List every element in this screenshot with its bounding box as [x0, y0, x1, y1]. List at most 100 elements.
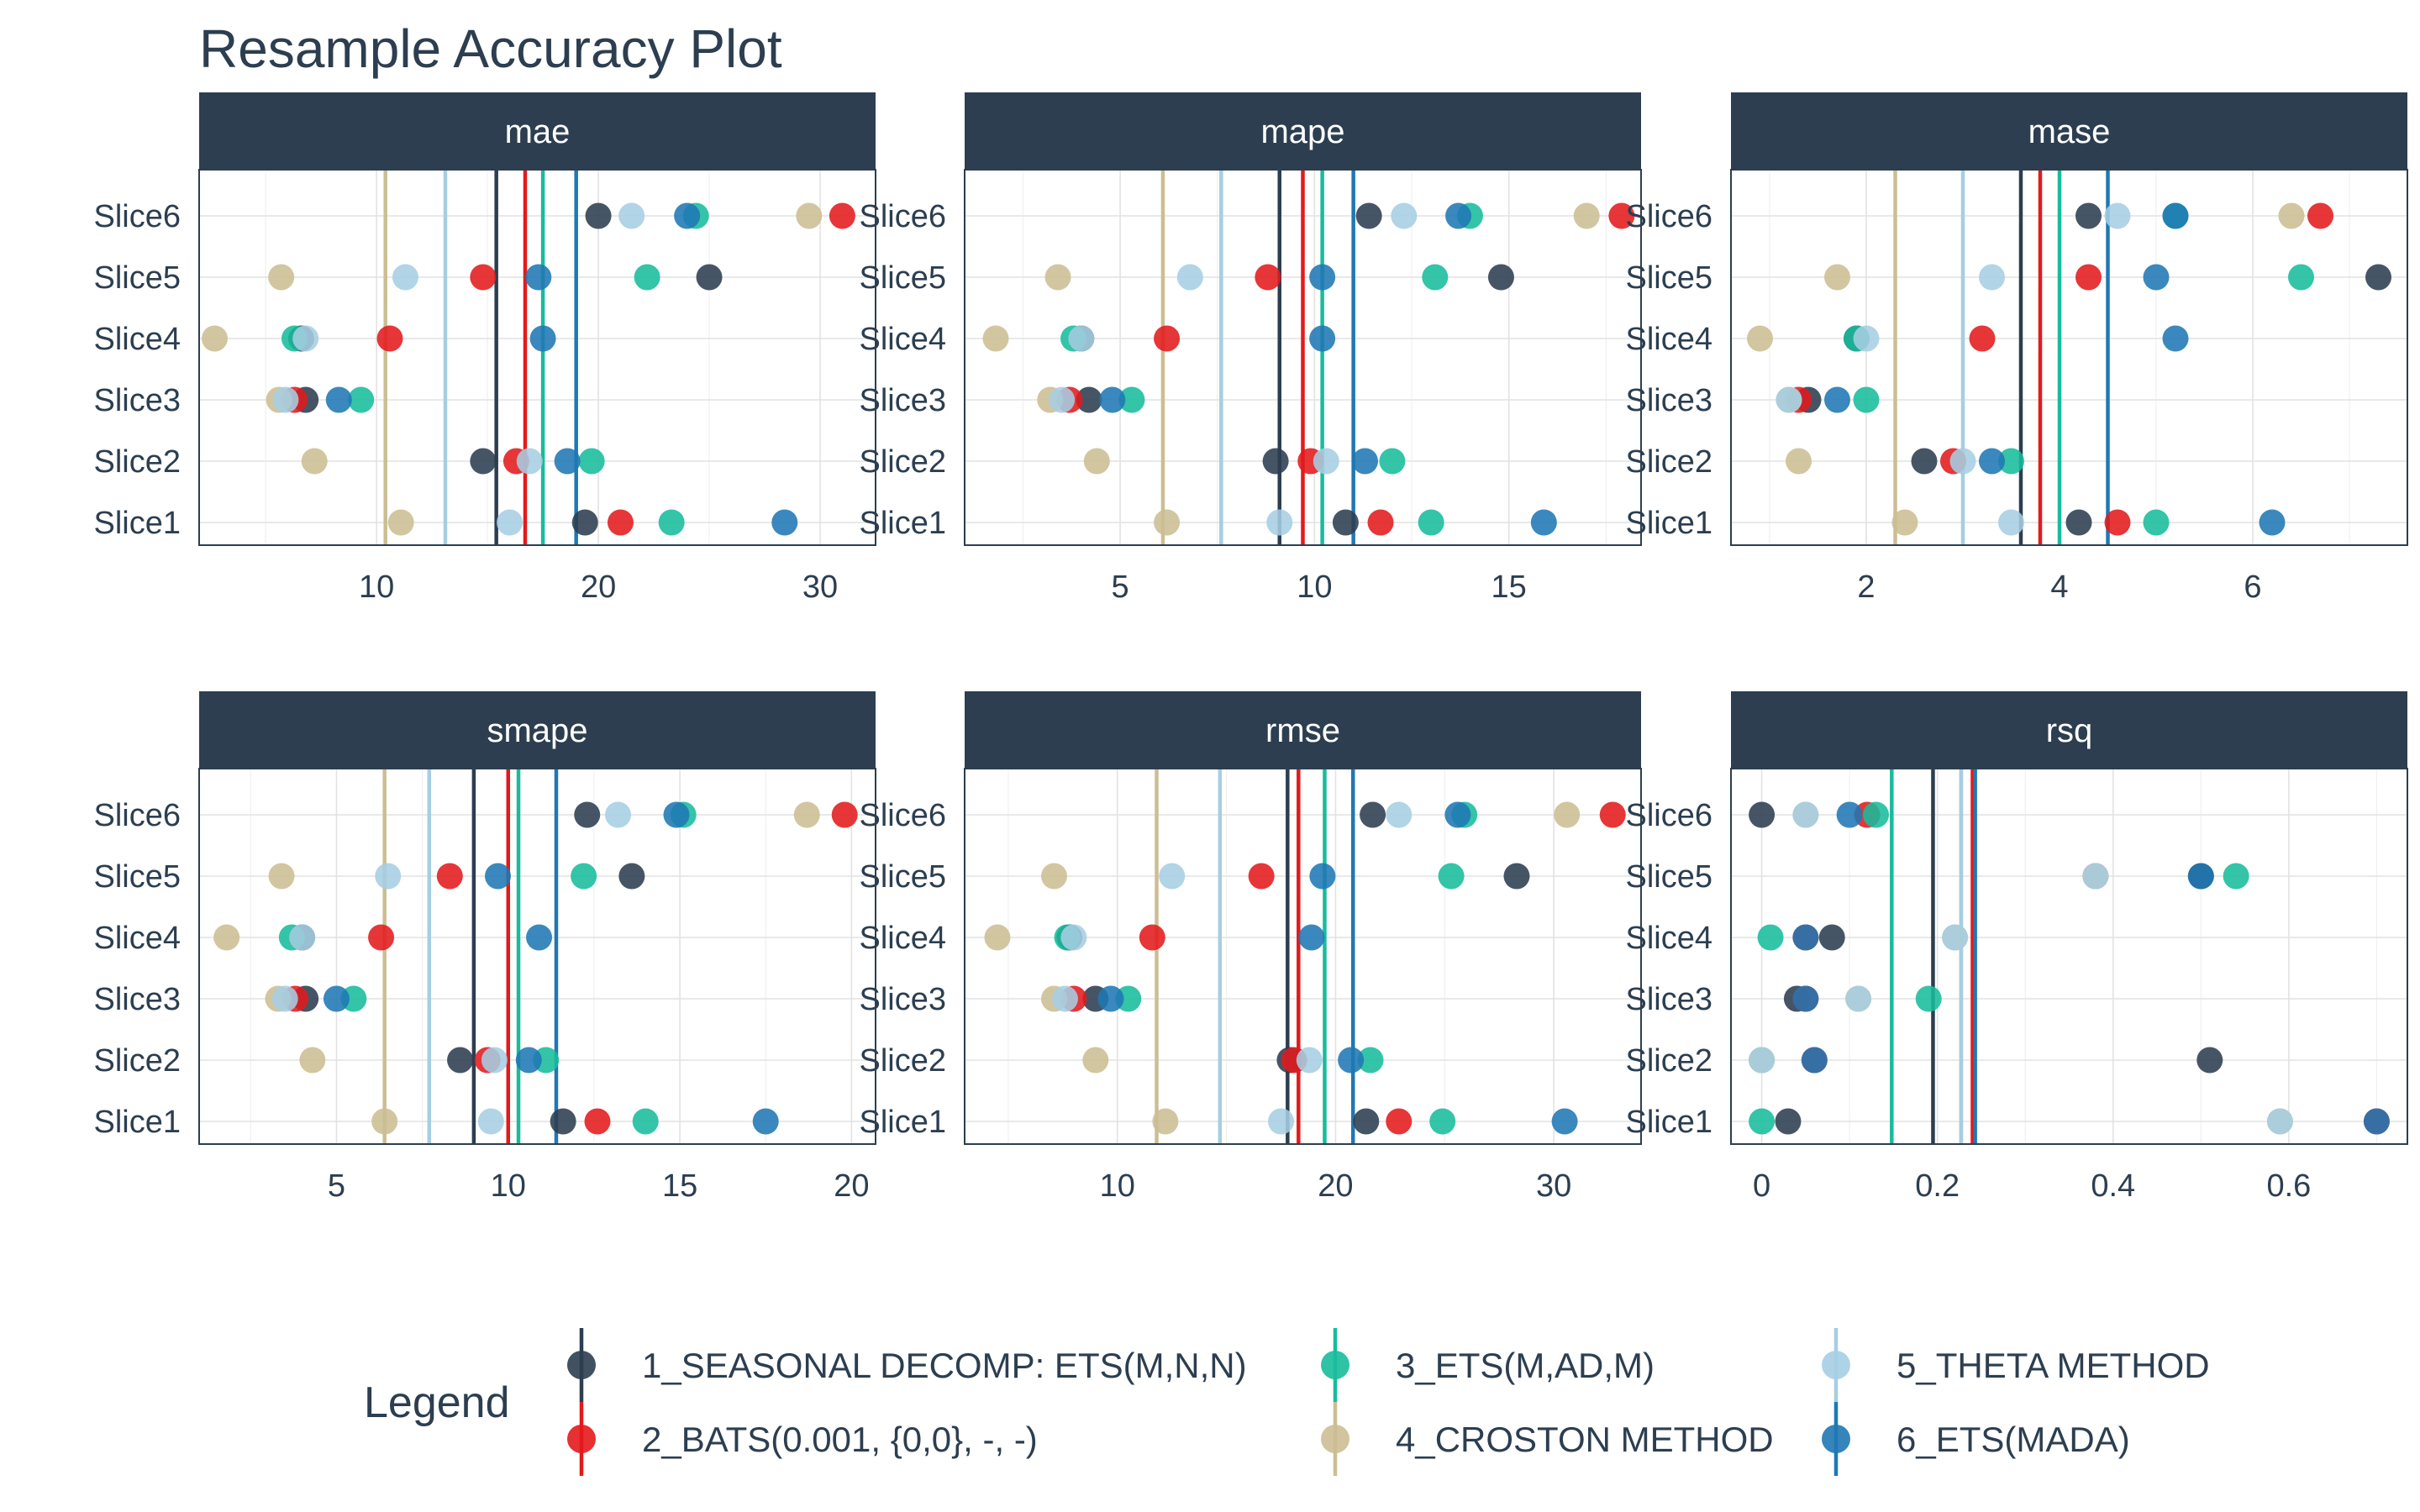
- data-point: [1352, 448, 1379, 475]
- x-tick-label: 2: [1857, 570, 1875, 605]
- data-point: [1749, 1108, 1776, 1135]
- data-point: [323, 985, 350, 1012]
- data-point: [1262, 448, 1289, 475]
- data-point: [1386, 801, 1413, 828]
- y-tick-label: Slice5: [94, 260, 182, 296]
- facet-strip-label: mae: [505, 113, 571, 150]
- facet-strip: [199, 92, 876, 170]
- legend-label: 5_THETA METHOD: [1897, 1346, 2210, 1385]
- data-point: [829, 202, 855, 229]
- y-tick-label: Slice4: [94, 921, 182, 956]
- data-point: [436, 863, 463, 890]
- data-point: [578, 448, 605, 475]
- data-point: [1355, 202, 1382, 229]
- data-point: [1338, 1047, 1365, 1074]
- data-point: [299, 1047, 326, 1074]
- data-point: [2162, 202, 2189, 229]
- x-tick-label: 20: [834, 1168, 869, 1204]
- facet-strip-label: mase: [2028, 113, 2111, 150]
- data-point: [1332, 509, 1359, 536]
- data-point: [2143, 264, 2170, 291]
- legend-key-dot: [1321, 1425, 1349, 1453]
- data-point: [696, 264, 723, 291]
- data-point: [1152, 1108, 1179, 1135]
- data-point: [272, 386, 299, 413]
- y-tick-label: Slice2: [1626, 444, 1713, 480]
- data-point: [1309, 863, 1336, 890]
- legend-item: 3_ETS(M,AD,M): [1321, 1328, 1655, 1402]
- data-point: [268, 863, 295, 890]
- y-tick-label: Slice3: [1626, 383, 1713, 418]
- data-point: [1608, 202, 1635, 229]
- facet-panel-mape: mape Slice1 Slice2 Slice3 Slice4 Slice5 Slice6…: [860, 92, 1642, 605]
- data-point: [1309, 264, 1336, 291]
- data-point: [1969, 325, 1996, 352]
- data-point: [2075, 202, 2102, 229]
- data-point: [2307, 202, 2333, 229]
- data-point: [1298, 924, 1325, 951]
- y-tick-label: Slice3: [860, 982, 947, 1017]
- data-point: [1747, 325, 1773, 352]
- data-point: [1998, 448, 2024, 475]
- data-point: [674, 202, 701, 229]
- x-tick-label: 20: [1318, 1168, 1353, 1204]
- legend-key-dot: [1822, 1351, 1850, 1379]
- data-point: [632, 1108, 659, 1135]
- x-tick-label: 10: [1100, 1168, 1135, 1204]
- y-tick-label: Slice1: [1626, 506, 1713, 541]
- data-point: [1863, 801, 1889, 828]
- data-point: [2082, 863, 2109, 890]
- data-point: [1418, 509, 1444, 536]
- y-tick-label: Slice4: [94, 322, 182, 357]
- legend-title: Legend: [364, 1378, 510, 1427]
- x-tick-label: 30: [1536, 1168, 1571, 1204]
- y-tick-label: Slice4: [860, 921, 947, 956]
- data-point: [1444, 801, 1471, 828]
- data-point: [1429, 1108, 1456, 1135]
- data-point: [771, 509, 798, 536]
- data-point: [477, 1108, 504, 1135]
- data-point: [2363, 1108, 2390, 1135]
- data-point: [515, 1047, 542, 1074]
- data-point: [516, 448, 543, 475]
- legend-item: 5_THETA METHOD: [1822, 1328, 2210, 1402]
- data-point: [368, 924, 395, 951]
- data-point: [1255, 264, 1281, 291]
- x-tick-label: 15: [1491, 570, 1527, 605]
- data-point: [529, 325, 556, 352]
- data-point: [201, 325, 228, 352]
- facet-panel-rsq: rsq Slice1 Slice2 Slice3 Slice4 Slice5 Slice6 0…: [1626, 691, 2408, 1204]
- data-point: [1824, 386, 1850, 413]
- data-point: [387, 509, 414, 536]
- data-point: [1998, 509, 2024, 536]
- y-tick-label: Slice1: [860, 506, 947, 541]
- legend-key-dot: [1321, 1351, 1349, 1379]
- data-point: [1776, 386, 1802, 413]
- data-point: [1386, 1108, 1413, 1135]
- data-point: [1792, 985, 1819, 1012]
- y-tick-label: Slice5: [860, 260, 947, 296]
- y-tick-label: Slice1: [94, 506, 182, 541]
- legend-label: 4_CROSTON METHOD: [1396, 1420, 1774, 1459]
- panel-border: [198, 169, 876, 546]
- data-point: [2365, 264, 2391, 291]
- y-tick-label: Slice1: [94, 1105, 182, 1140]
- data-point: [793, 801, 820, 828]
- data-point: [658, 509, 685, 536]
- data-point: [1176, 264, 1203, 291]
- data-point: [1068, 325, 1095, 352]
- legend-item: 6_ETS(MADA): [1822, 1402, 2130, 1476]
- data-point: [1853, 386, 1880, 413]
- facet-strip-label: smape: [487, 712, 587, 749]
- x-tick-label: 0.6: [2266, 1168, 2311, 1204]
- legend-item: 4_CROSTON METHOD: [1321, 1402, 1774, 1476]
- data-point: [618, 863, 645, 890]
- data-point: [571, 863, 597, 890]
- y-tick-label: Slice4: [860, 322, 947, 357]
- x-tick-label: 10: [491, 1168, 526, 1204]
- data-point: [1097, 985, 1124, 1012]
- facet-strip: [965, 92, 1641, 170]
- data-point: [1949, 448, 1976, 475]
- data-point: [392, 264, 418, 291]
- data-point: [481, 1047, 508, 1074]
